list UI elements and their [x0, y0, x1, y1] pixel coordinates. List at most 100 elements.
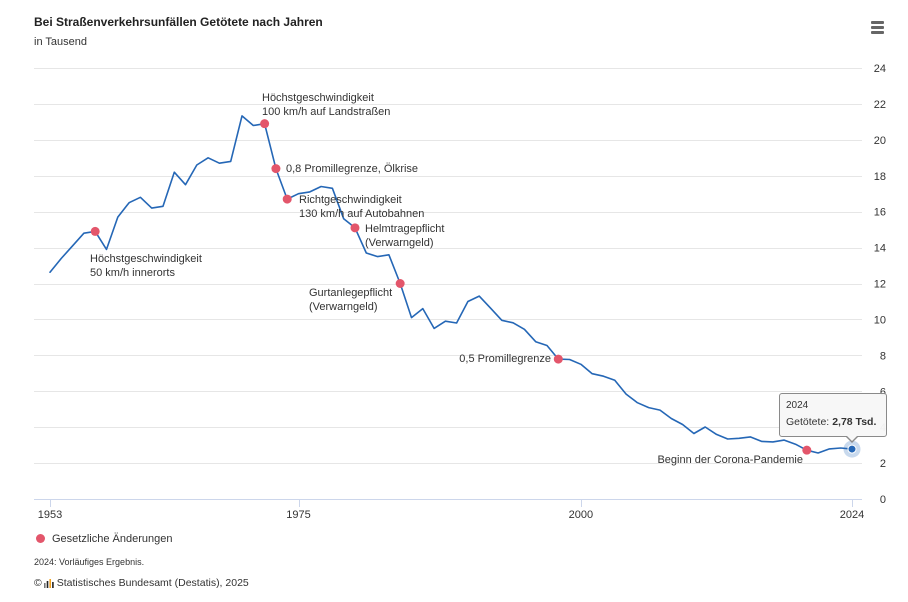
x-tick-label-2000: 2000	[569, 509, 593, 521]
annotation-1998-line-1: 0,5 Promillegrenze	[459, 353, 551, 365]
data-point-2016[interactable]	[758, 438, 765, 445]
legal-change-marker-1973[interactable]	[271, 164, 281, 174]
legal-change-marker-1998[interactable]	[553, 354, 563, 364]
legal-change-marker-1972[interactable]	[260, 119, 270, 129]
data-point-1970[interactable]	[239, 112, 246, 119]
data-point-1961[interactable]	[137, 194, 144, 201]
data-point-1999[interactable]	[566, 356, 573, 363]
data-point-2018[interactable]	[781, 437, 788, 444]
legal-change-marker-2020[interactable]	[802, 445, 812, 455]
legal-change-marker-1957[interactable]	[90, 226, 100, 236]
annotation-1957-line-2: 50 km/h innerorts	[90, 267, 175, 279]
data-point-1981[interactable]	[363, 249, 370, 256]
data-point-2022[interactable]	[826, 445, 833, 452]
data-point-1993[interactable]	[498, 317, 505, 324]
footnote: 2024: Vorläufiges Ergebnis.	[34, 557, 145, 567]
hamburger-menu-icon-line	[871, 26, 884, 29]
chart-menu-button[interactable]	[868, 18, 887, 36]
data-point-1988[interactable]	[442, 318, 449, 325]
data-point-1964[interactable]	[171, 169, 178, 176]
y-tick-label-2: 2	[880, 458, 886, 470]
data-point-1990[interactable]	[464, 298, 471, 305]
data-point-1983[interactable]	[385, 251, 392, 258]
annotation-1974-line-2: 130 km/h auf Autobahnen	[299, 208, 424, 220]
data-point-2003[interactable]	[611, 377, 618, 384]
data-point-1955[interactable]	[69, 242, 76, 249]
y-tick-label-24: 24	[874, 63, 886, 75]
data-point-1986[interactable]	[419, 305, 426, 312]
chart-subtitle: in Tausend	[34, 36, 88, 48]
data-point-1956[interactable]	[80, 230, 87, 237]
data-point-1967[interactable]	[205, 154, 212, 161]
annotation-1974-line-1: Richtgeschwindigkeit	[299, 194, 402, 206]
y-tick-label-0: 0	[880, 494, 886, 506]
data-point-1987[interactable]	[431, 325, 438, 332]
data-point-1994[interactable]	[510, 319, 517, 326]
data-point-2008[interactable]	[668, 415, 675, 422]
tooltip-value: 2,78 Tsd.	[832, 416, 877, 428]
data-point-1971[interactable]	[250, 122, 257, 129]
data-point-2005[interactable]	[634, 399, 641, 406]
annotation-1980-line-2: (Verwarngeld)	[365, 237, 433, 249]
data-point-1982[interactable]	[374, 253, 381, 260]
data-point-2000[interactable]	[577, 361, 584, 368]
data-point-1960[interactable]	[126, 199, 133, 206]
legal-change-marker-1984[interactable]	[395, 279, 405, 288]
highlight-point-2024[interactable]	[847, 444, 857, 454]
annotation-1984-line-1: Gurtanlegepflicht	[309, 287, 392, 299]
hamburger-menu-icon-line	[871, 31, 884, 34]
tooltip-year: 2024	[786, 400, 809, 411]
chart-title: Bei Straßenverkehrsunfällen Getötete nac…	[34, 15, 323, 29]
annotation-1973-line-1: 0,8 Promillegrenze, Ölkrise	[286, 163, 418, 175]
data-point-2002[interactable]	[600, 373, 607, 380]
data-point-1996[interactable]	[532, 338, 539, 345]
data-point-1962[interactable]	[148, 205, 155, 212]
data-point-2011[interactable]	[702, 423, 709, 430]
data-point-1965[interactable]	[182, 181, 189, 188]
data-point-1969[interactable]	[227, 158, 234, 165]
annotation-labels: Höchstgeschwindigkeit 50 km/h innerorts …	[90, 92, 803, 466]
data-point-2007[interactable]	[656, 407, 663, 414]
y-tick-label-18: 18	[874, 171, 886, 183]
data-point-1968[interactable]	[216, 160, 223, 167]
data-point-2010[interactable]	[690, 430, 697, 437]
legal-change-marker-1974[interactable]	[282, 194, 292, 204]
data-point-2015[interactable]	[747, 433, 754, 440]
data-point-1958[interactable]	[103, 246, 110, 253]
x-tick-label-1953: 1953	[38, 509, 62, 521]
hamburger-menu-icon	[871, 21, 884, 24]
data-point-1959[interactable]	[114, 214, 121, 221]
data-point-1963[interactable]	[159, 203, 166, 210]
data-point-2009[interactable]	[679, 421, 686, 428]
data-point-2012[interactable]	[713, 431, 720, 438]
data-point-2006[interactable]	[645, 404, 652, 411]
x-tick-label-2024: 2024	[840, 509, 864, 521]
data-point-2021[interactable]	[815, 450, 822, 457]
data-point-1995[interactable]	[521, 326, 528, 333]
data-point-1997[interactable]	[544, 342, 551, 349]
y-tick-label-6: 6	[880, 386, 886, 398]
data-point-1989[interactable]	[453, 320, 460, 327]
legal-change-marker-1980[interactable]	[350, 223, 360, 233]
data-point-2004[interactable]	[623, 391, 630, 398]
data-point-1978[interactable]	[329, 185, 336, 192]
data-point-1991[interactable]	[476, 293, 483, 300]
data-point-2023[interactable]	[837, 444, 844, 451]
data-point-1953[interactable]	[47, 269, 54, 276]
y-tick-label-12: 12	[874, 279, 886, 291]
data-point-2013[interactable]	[724, 436, 731, 443]
annotation-1980-line-1: Helmtragepflicht	[365, 223, 444, 235]
y-tick-label-20: 20	[874, 135, 886, 147]
data-point-1985[interactable]	[408, 314, 415, 321]
data-point-2019[interactable]	[792, 441, 799, 448]
data-point-1992[interactable]	[487, 305, 494, 312]
series-getoetete	[47, 112, 853, 457]
data-point-2017[interactable]	[769, 438, 776, 445]
data-point-1966[interactable]	[193, 161, 200, 168]
data-point-2014[interactable]	[736, 435, 743, 442]
copyright-symbol: ©	[34, 577, 42, 589]
data-point-2001[interactable]	[589, 370, 596, 377]
legend-item-gesetzliche-aenderungen[interactable]: Gesetzliche Änderungen	[34, 530, 172, 547]
data-point-1977[interactable]	[318, 183, 325, 190]
data-point-1954[interactable]	[58, 255, 65, 262]
